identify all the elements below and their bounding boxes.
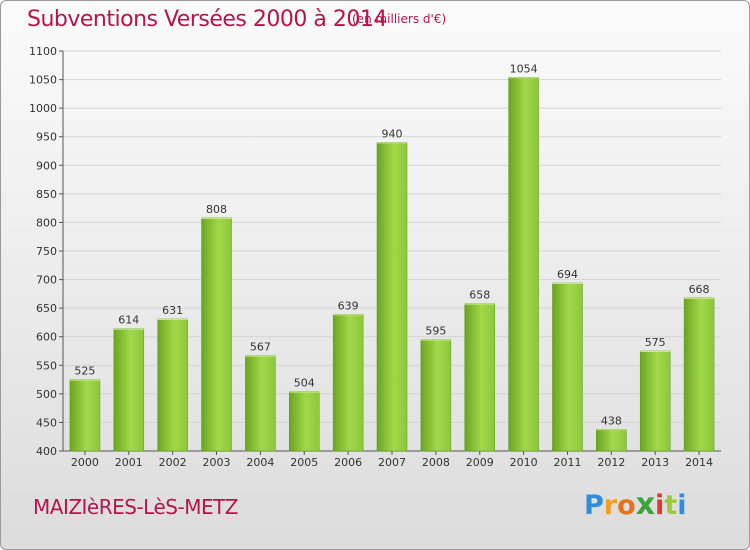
bar-2003 — [201, 217, 232, 452]
logo-letter: o — [617, 490, 636, 521]
data-label: 575 — [645, 336, 666, 349]
y-tick-label: 600 — [36, 331, 57, 344]
data-label: 639 — [338, 299, 359, 312]
proxiti-logo: Proxiti — [584, 487, 694, 527]
data-label: 808 — [206, 203, 227, 216]
y-tick-label: 800 — [36, 216, 57, 229]
x-tick-label: 2010 — [510, 456, 538, 469]
x-tick-label: 2008 — [422, 456, 450, 469]
x-tick-label: 2007 — [378, 456, 406, 469]
chart-subtitle: (en milliers d'€) — [352, 12, 447, 26]
x-tick-label: 2013 — [641, 456, 669, 469]
data-label: 631 — [162, 304, 183, 317]
x-tick-label: 2003 — [203, 456, 231, 469]
logo-letter: P — [584, 490, 604, 521]
bar-2000 — [69, 379, 101, 452]
data-label: 658 — [469, 289, 490, 302]
y-tick-label: 950 — [36, 131, 57, 144]
y-tick-label: 1000 — [29, 102, 57, 115]
y-tick-label: 450 — [36, 416, 57, 429]
bar-2005 — [289, 391, 320, 452]
x-tick-label: 2014 — [685, 456, 713, 469]
bar-2011 — [552, 282, 583, 452]
x-tick-label: 2002 — [159, 456, 187, 469]
y-tick-label: 650 — [36, 302, 57, 315]
bar-2007 — [376, 142, 408, 452]
data-label: 504 — [294, 377, 315, 390]
data-label: 438 — [601, 414, 622, 427]
logo-letter: i — [655, 490, 665, 521]
x-tick-label: 2006 — [334, 456, 362, 469]
x-tick-label: 2005 — [290, 456, 318, 469]
x-tick-label: 2012 — [597, 456, 625, 469]
y-tick-label: 550 — [36, 359, 57, 372]
bar-2013 — [639, 350, 671, 452]
y-tick-label: 1100 — [29, 45, 57, 58]
data-label: 668 — [689, 283, 710, 296]
y-tick-label: 400 — [36, 445, 57, 458]
logo-letter: r — [603, 490, 618, 521]
logo-letter: i — [677, 490, 687, 521]
x-tick-label: 2001 — [115, 456, 143, 469]
chart-title: Subventions Versées 2000 à 2014 — [27, 7, 387, 32]
bar-2014 — [683, 297, 715, 452]
bars — [69, 77, 715, 452]
logo-letter: t — [664, 490, 678, 521]
x-tick-label: 2011 — [553, 456, 581, 469]
y-tick-label: 1050 — [29, 74, 57, 87]
bar-2009 — [464, 303, 495, 452]
data-label: 525 — [74, 365, 95, 378]
bar-2010 — [508, 77, 539, 452]
y-tick-label: 700 — [36, 274, 57, 287]
bar-2002 — [157, 318, 188, 452]
bar-2004 — [245, 355, 276, 452]
y-tick-label: 900 — [36, 159, 57, 172]
data-label: 694 — [557, 268, 578, 281]
bar-2001 — [113, 328, 145, 452]
bar-2006 — [332, 314, 364, 452]
y-tick-label: 750 — [36, 245, 57, 258]
x-tick-label: 2004 — [246, 456, 274, 469]
y-tick-label: 850 — [36, 188, 57, 201]
bar-2012 — [596, 429, 627, 452]
data-label: 1054 — [510, 62, 538, 75]
x-tick-label: 2009 — [466, 456, 494, 469]
commune-name: MAIZIèRES-LèS-METZ — [33, 495, 239, 519]
data-label: 595 — [425, 325, 446, 338]
x-tick-label: 2000 — [71, 456, 99, 469]
data-label: 567 — [250, 341, 271, 354]
data-label: 940 — [382, 127, 403, 140]
data-label: 614 — [118, 314, 139, 327]
bar-2008 — [420, 339, 452, 452]
data-labels: 525 614 631 808 567 504 639 940 595 658 1054 694 438… — [74, 62, 709, 427]
y-tick-label: 500 — [36, 388, 57, 401]
logo-letter: x — [635, 487, 656, 522]
